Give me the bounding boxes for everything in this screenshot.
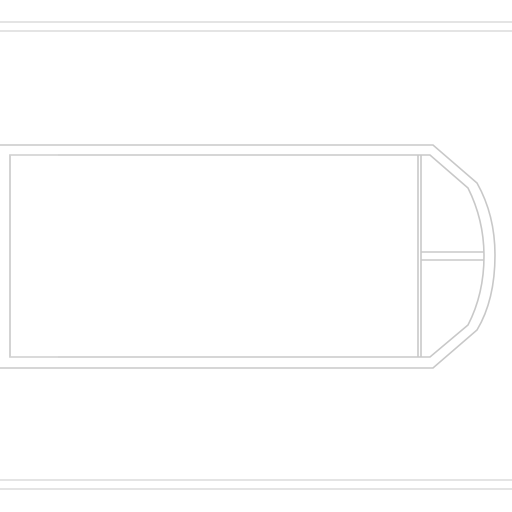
inner-wall [9, 154, 485, 358]
bay-divider [421, 251, 484, 261]
outer-wall [0, 144, 496, 369]
bottom-boundary-lines [0, 479, 512, 490]
window-marks [10, 154, 58, 358]
partition-wall [417, 155, 422, 357]
top-boundary-lines [0, 21, 512, 32]
